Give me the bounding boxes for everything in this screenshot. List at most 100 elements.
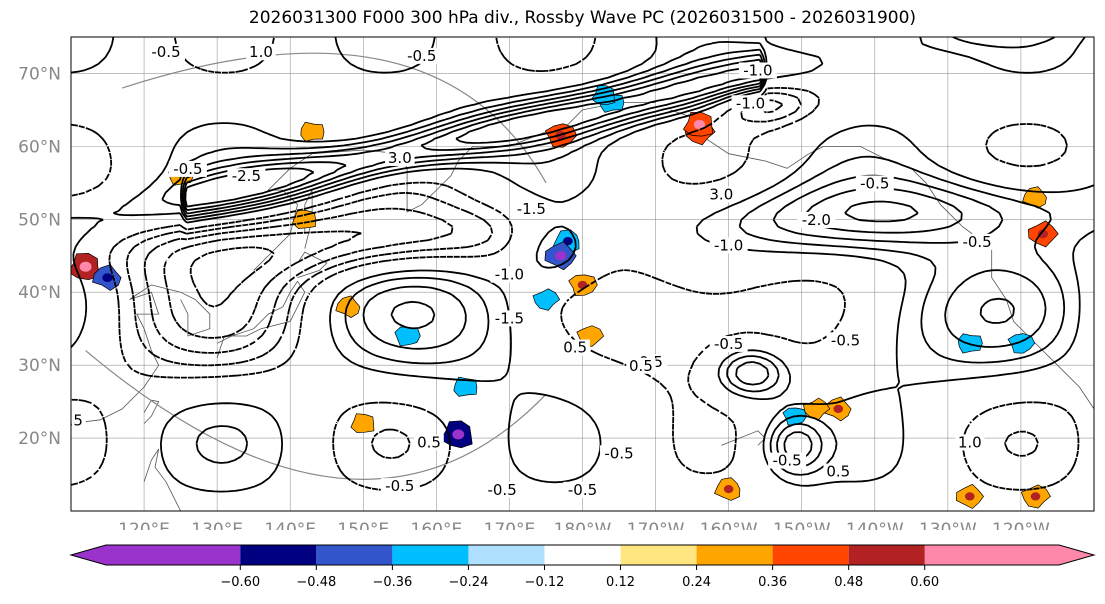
contour-label-bg xyxy=(560,339,590,356)
contour-label: 0.5 xyxy=(563,339,587,357)
contour-label-bg xyxy=(709,237,748,254)
contour-label: 1.0 xyxy=(958,433,982,451)
contour-line xyxy=(163,230,362,339)
colorbar-segment xyxy=(772,545,849,565)
divergence-core xyxy=(693,119,705,130)
contour-label: 0.5 xyxy=(826,463,850,481)
contour-label-bg xyxy=(512,201,551,218)
coastline xyxy=(143,448,181,511)
contour-label-bg xyxy=(146,44,185,61)
coastline xyxy=(297,251,328,278)
colorbar-tick-label: 0.24 xyxy=(682,575,711,590)
lon-tick-label: 130°W xyxy=(919,520,977,530)
colorbar-segment xyxy=(106,545,241,565)
lon-tick-label: 140°E xyxy=(264,520,316,530)
divergence-blob xyxy=(532,288,561,311)
contour-label-bg xyxy=(490,310,529,327)
contour-label-bg xyxy=(738,62,777,79)
colorbar-segment xyxy=(696,545,773,565)
contour-label: -1.5 xyxy=(517,200,546,218)
divergence-core xyxy=(79,261,92,272)
contour-line xyxy=(161,37,1066,476)
colorbar-tick-label: −0.24 xyxy=(449,575,489,590)
lon-tick-label: 160°E xyxy=(411,520,463,530)
contour-label-bg xyxy=(490,266,529,283)
colorbar-segment xyxy=(924,545,1059,565)
lat-tick-label: 20°N xyxy=(18,429,61,449)
divergence-core xyxy=(723,485,734,494)
great-circle-arc xyxy=(85,350,547,480)
contour-label-bg xyxy=(797,211,836,228)
divergence-core xyxy=(1030,492,1041,501)
colorbar-extend-high xyxy=(1059,545,1094,565)
chart-title: 2026031300 F000 300 hPa div., Rossby Wav… xyxy=(248,8,917,28)
lat-tick-label: 50°N xyxy=(18,210,61,230)
contour-label-bg xyxy=(168,160,207,177)
colorbar-tick-label: 0.36 xyxy=(758,575,787,590)
divergence-core xyxy=(833,404,844,414)
coastline xyxy=(143,399,160,424)
latitude-labels: 70°N 60°N 50°N 40°N 30°N 20°N xyxy=(18,64,61,449)
colorbar-tick-label: 0.60 xyxy=(910,575,939,590)
lon-tick-label: 150°W xyxy=(773,520,831,530)
contour-label: -1.0 xyxy=(495,266,524,284)
contour-label: -2.0 xyxy=(802,211,831,229)
contour-label-bg xyxy=(958,233,997,250)
colorbar-tick-label: 0.48 xyxy=(834,575,863,590)
colorbar-outline xyxy=(69,544,1096,566)
contour-line xyxy=(126,92,1039,459)
contour-label-bg xyxy=(71,412,86,429)
contour-label: -0.5 xyxy=(772,452,801,470)
contour-label: -0.5 xyxy=(385,477,414,495)
colorbar-ticks: −0.60 −0.48 −0.36 −0.24 −0.12 0.12 0.24 0.36 0.4… xyxy=(220,565,939,590)
contour-label-bg xyxy=(600,445,639,462)
divergence-core xyxy=(555,250,567,261)
colorbar-segment xyxy=(468,545,545,565)
contour-label-bg xyxy=(823,463,853,480)
colorbar-segment xyxy=(620,545,697,565)
lat-tick-label: 40°N xyxy=(18,283,61,303)
colorbar-segments xyxy=(69,544,1096,566)
divergence-blob xyxy=(453,376,478,397)
contour-label-bg xyxy=(385,149,415,166)
contour-line xyxy=(71,37,1094,493)
divergence-core xyxy=(102,273,113,283)
divergence-core xyxy=(1037,229,1049,239)
contour-label: -2.5 xyxy=(232,167,261,185)
divergence-core xyxy=(452,429,465,440)
divergence-core xyxy=(964,492,975,501)
lon-tick-label: 150°E xyxy=(337,520,389,530)
lon-tick-label: 120°E xyxy=(118,520,170,530)
colorbar-tick-label: −0.60 xyxy=(220,575,260,590)
contour-label: 0.5 xyxy=(417,433,441,451)
contour-line xyxy=(189,246,275,308)
contour-label: -0.5 xyxy=(962,233,991,251)
contour-label-bg xyxy=(246,44,276,61)
contour-label-bg xyxy=(626,357,656,374)
contour-line xyxy=(143,99,784,354)
divergence-blob xyxy=(300,121,325,142)
contour-label-bg xyxy=(709,335,748,352)
contour-label-bg xyxy=(826,332,865,349)
contour-labels: -0.5 1.0 -0.5 -1.0 -1.0 -2.5 3.0 -0.5 -1.5 3.0 -0.… xyxy=(71,43,997,499)
contour-label-bg xyxy=(414,434,444,451)
contour-label-bg xyxy=(227,168,266,185)
contour-label-bg xyxy=(731,95,770,112)
contour-label: -1.0 xyxy=(714,236,743,254)
colorbar-segment xyxy=(392,545,469,565)
lat-tick-label: 70°N xyxy=(18,64,61,84)
contour-label: -0.5 xyxy=(604,444,633,462)
colorbar-tick-label: 0.12 xyxy=(606,575,635,590)
contour-label: 3.0 xyxy=(388,149,412,167)
contour-label: -1.0 xyxy=(743,61,772,79)
lat-tick-label: 30°N xyxy=(18,356,61,376)
contour-label-bg xyxy=(483,481,522,498)
colorbar-extend-low xyxy=(71,545,106,565)
colorbar-tick-label: −0.12 xyxy=(525,575,565,590)
contour-label: -0.5 xyxy=(860,174,889,192)
contour-label: -0.5 xyxy=(487,481,516,499)
contour-label: -1.5 xyxy=(495,309,524,327)
colorbar-segment xyxy=(848,545,925,565)
colorbar-segment xyxy=(316,545,393,565)
divergence-blob xyxy=(350,413,375,433)
